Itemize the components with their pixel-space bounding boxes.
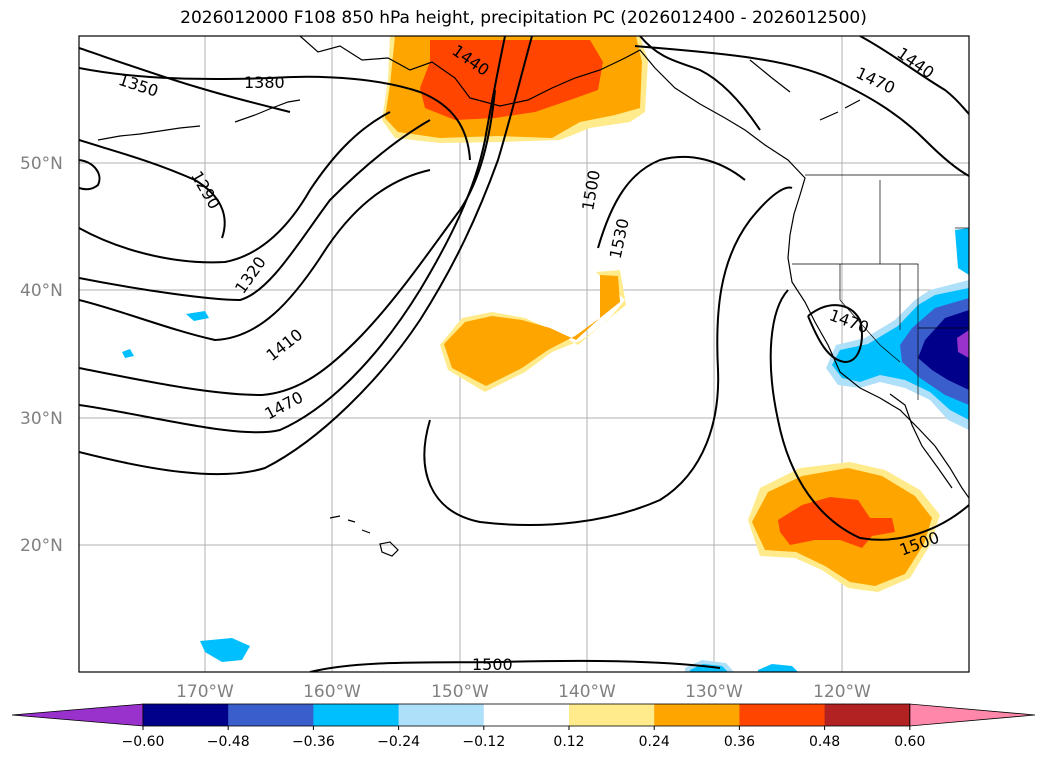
contour-cal-1470 — [769, 289, 969, 541]
lat-label: 50°N — [20, 154, 63, 174]
colorbar-tick-label: 0.48 — [809, 734, 840, 750]
lon-label: 160°W — [303, 682, 361, 702]
contour-1470 — [79, 89, 496, 397]
lon-label: 130°W — [685, 682, 743, 702]
precip-fill-negative-california — [826, 228, 969, 430]
map-area: 1350 1380 1440 1470 1440 1290 1500 1320 … — [79, 36, 969, 674]
contour-1560-top — [639, 36, 761, 131]
contour-1290-inner — [79, 159, 101, 191]
colorbar-segment — [398, 704, 485, 726]
colorbar-tick-label: −0.48 — [207, 734, 250, 750]
page-title: 2026012000 F108 850 hPa height, precipit… — [180, 8, 867, 28]
lat-label: 40°N — [20, 281, 63, 301]
colorbar-outline — [142, 703, 911, 727]
contour-600-right — [597, 156, 746, 249]
precip-fill-subtropical — [748, 462, 940, 592]
contour-1530 — [79, 36, 533, 476]
lon-labels: 170°W 160°W 150°W 140°W 130°W 120°W — [176, 682, 871, 702]
colorbar-segment — [654, 704, 740, 726]
colorbar-tick-label: 0.36 — [724, 734, 755, 750]
contour-1560 — [423, 186, 793, 526]
colorbar-segment — [483, 704, 570, 726]
contour-1380 — [79, 67, 471, 161]
contour-1440 — [79, 119, 431, 302]
lat-label: 20°N — [20, 536, 63, 556]
colorbar-segment — [824, 704, 911, 726]
colorbar-tick-label: −0.36 — [292, 734, 335, 750]
colorbar-segment — [739, 704, 826, 726]
colorbar-tick-label: 0.12 — [553, 734, 584, 750]
map-frame — [78, 35, 970, 673]
contour-1410 — [79, 169, 431, 342]
colorbar-tick-label: 0.24 — [639, 734, 670, 750]
contour-label: 1380 — [244, 73, 285, 92]
contour-1440-east — [859, 36, 969, 115]
lon-label: 140°W — [558, 682, 616, 702]
lat-labels: 50°N 40°N 30°N 20°N — [20, 154, 63, 556]
lon-label: 170°W — [176, 682, 234, 702]
coastlines — [97, 36, 969, 557]
colorbar-tick-label: −0.24 — [377, 734, 420, 750]
contour-1290 — [79, 139, 226, 239]
contour-1500 — [79, 36, 506, 434]
height-contours — [79, 36, 969, 672]
colorbar-tick-label: 0.60 — [894, 734, 925, 750]
colorbar-arrow-left — [11, 703, 144, 727]
contour-1320 — [79, 111, 391, 264]
lat-label: 30°N — [20, 409, 63, 429]
precip-fill-gulf-of-alaska — [382, 36, 648, 143]
contour-1470-east — [634, 45, 969, 177]
colorbar-segment — [143, 704, 229, 726]
colorbar-segment — [313, 704, 400, 726]
colorbar: −0.60 −0.48 −0.36 −0.24 −0.12 0.12 0.24 0.36 0.4… — [11, 703, 1036, 750]
colorbar-tick-label: −0.60 — [122, 734, 165, 750]
colorbar-segment — [228, 704, 314, 726]
contour-label: 1500 — [472, 655, 513, 674]
colorbar-tick-label: −0.12 — [462, 734, 505, 750]
lon-label: 120°W — [813, 682, 871, 702]
contour-cal-inner — [807, 304, 863, 364]
contour-1500-south — [309, 659, 721, 672]
precip-fill-central-pacific — [440, 270, 626, 392]
contour-1350 — [79, 47, 291, 113]
colorbar-arrow-right — [909, 703, 1036, 727]
state-borders — [792, 174, 969, 400]
lon-label: 150°W — [431, 682, 489, 702]
colorbar-segment — [569, 704, 655, 726]
